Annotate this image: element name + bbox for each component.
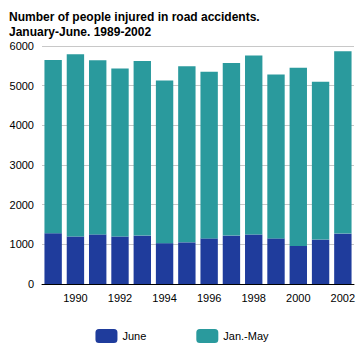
svg-text:2000: 2000	[10, 199, 34, 211]
svg-text:1994: 1994	[152, 292, 176, 304]
svg-text:Jan.-May: Jan.-May	[223, 330, 269, 342]
svg-text:June: June	[122, 330, 146, 342]
svg-text:1996: 1996	[197, 292, 221, 304]
svg-text:2000: 2000	[286, 292, 310, 304]
svg-text:1990: 1990	[63, 292, 87, 304]
svg-text:January-June. 1989-2002: January-June. 1989-2002	[9, 25, 151, 39]
svg-text:6000: 6000	[10, 40, 34, 52]
svg-text:4000: 4000	[10, 119, 34, 131]
svg-text:0: 0	[28, 278, 34, 290]
svg-text:3000: 3000	[10, 159, 34, 171]
svg-text:Number of people injured in ro: Number of people injured in road acciden…	[9, 10, 260, 24]
svg-text:1992: 1992	[108, 292, 132, 304]
svg-text:1000: 1000	[10, 238, 34, 250]
svg-text:5000: 5000	[10, 80, 34, 92]
svg-text:2002: 2002	[331, 292, 355, 304]
svg-text:1998: 1998	[241, 292, 265, 304]
